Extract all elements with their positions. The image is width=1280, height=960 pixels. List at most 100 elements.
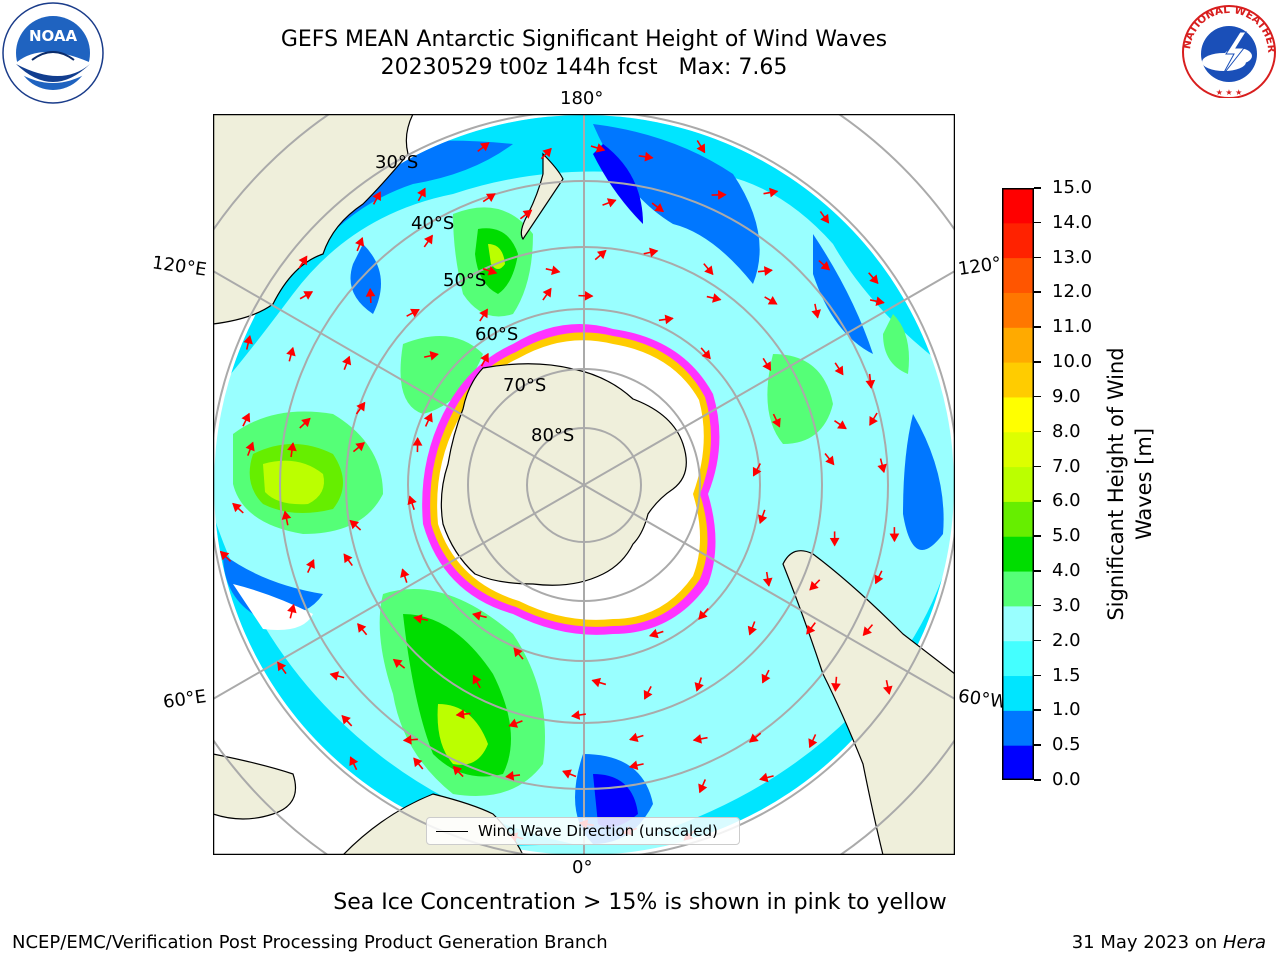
colorbar-band [1002, 675, 1034, 711]
colorbar-band [1002, 292, 1034, 328]
colorbar-band [1002, 396, 1034, 433]
wave-direction-arrowhead [513, 647, 523, 658]
wave-direction-arrowhead [806, 624, 816, 635]
colorbar-tick-mark [1034, 779, 1041, 781]
colorbar-tick-mark [1034, 361, 1041, 363]
colorbar-band [1002, 327, 1034, 363]
colorbar-band [1002, 571, 1034, 607]
wave-direction-arrowhead [480, 352, 489, 363]
footer-org: NCEP/EMC/Verification Post Processing Pr… [12, 932, 608, 953]
colorbar-tick-mark [1034, 187, 1041, 189]
colorbar-band [1002, 536, 1034, 572]
wave-direction-arrowhead [505, 770, 515, 781]
colorbar-tick-label: 8.0 [1052, 420, 1081, 442]
colorbar-band [1002, 362, 1034, 398]
wave-direction-arrowhead [809, 581, 819, 591]
wave-direction-arrowhead [452, 765, 463, 776]
colorbar-tick-label: 6.0 [1052, 490, 1081, 512]
lon-label-120w: 120° [956, 253, 1003, 280]
colorbar-band [1002, 222, 1034, 259]
wave-direction-arrowhead [628, 760, 639, 771]
wave-direction-arrowhead [831, 682, 841, 692]
footer-date-text: 31 May 2023 on [1071, 932, 1223, 953]
colorbar-tick-label: 0.0 [1052, 769, 1081, 790]
wave-direction-arrowhead [551, 265, 561, 275]
wave-direction-arrowhead [692, 734, 702, 744]
wave-direction-arrowhead [392, 658, 403, 668]
wave-direction-arrowhead [875, 296, 885, 306]
wave-direction-arrowhead [281, 510, 292, 520]
wave-direction-arrowhead [487, 266, 498, 276]
colorbar-tick-mark [1034, 709, 1041, 711]
wave-direction-arrowhead [644, 151, 654, 162]
footer-host: Hera [1222, 932, 1266, 953]
colorbar [1002, 188, 1034, 780]
wave-direction-arrowhead [241, 412, 251, 423]
wave-direction-arrowhead [423, 412, 433, 423]
wave-direction-arrowhead [584, 290, 594, 301]
wave-direction-arrowhead [747, 625, 757, 636]
wave-direction-arrowhead [811, 309, 821, 319]
wave-direction-arrowhead [829, 537, 840, 547]
colorbar-band [1002, 605, 1034, 642]
wave-direction-arrowhead [479, 308, 488, 319]
wave-direction-arrowhead [306, 559, 315, 569]
wave-direction-arrowhead [664, 314, 674, 325]
colorbar-tick-mark [1034, 604, 1041, 607]
wave-direction-arrowhead [771, 417, 781, 428]
wave-direction-arrowhead [412, 437, 423, 446]
wave-direction-arrowhead [400, 568, 410, 578]
wave-direction-arrowhead [704, 265, 714, 276]
wave-direction-arrowhead [298, 255, 308, 266]
wave-direction-arrowhead [372, 191, 381, 201]
lon-label-180: 180° [560, 88, 604, 109]
wave-direction-arrowhead [570, 710, 581, 720]
wave-direction-arrowhead [413, 757, 423, 768]
wave-direction-arrowhead [343, 553, 353, 564]
wave-direction-arrowhead [889, 533, 900, 543]
wave-direction-arrowhead [355, 236, 365, 247]
colorbar-band [1002, 745, 1034, 780]
wave-direction-arrowhead [417, 187, 426, 198]
wave-direction-arrowhead [413, 614, 423, 624]
colorbar-tick-mark [1034, 639, 1041, 642]
lat-label-80s: 80°S [531, 425, 574, 446]
wave-direction-arrowhead [349, 519, 360, 530]
colorbar-tick-label: 11.0 [1052, 316, 1093, 338]
colorbar-tick-mark [1034, 465, 1041, 468]
wave-direction-arrowhead [808, 738, 818, 749]
colorbar-tick-label: 4.0 [1052, 560, 1081, 582]
colorbar-tick-label: 0.5 [1052, 734, 1081, 756]
wave-direction-arrowhead [301, 417, 311, 428]
wave-direction-arrowhead [820, 213, 830, 224]
wave-direction-arrowhead [485, 193, 496, 203]
colorbar-tick-label: 7.0 [1052, 455, 1081, 477]
noaa-logo: NOAA [2, 2, 104, 104]
colorbar-tick-label: 2.0 [1052, 629, 1081, 651]
lon-label-60e: 60°E [161, 686, 208, 713]
wave-direction-arrowhead [219, 550, 230, 561]
wave-direction-arrowhead [865, 379, 876, 389]
wave-direction-arrowhead [232, 502, 242, 513]
colorbar-tick-mark [1034, 221, 1041, 224]
wave-direction-arrowhead [698, 610, 708, 620]
wave-direction-arrowhead [759, 772, 769, 783]
wave-direction-arrowhead [654, 203, 665, 213]
wave-direction-arrowhead [407, 495, 417, 506]
wave-direction-arrowhead [365, 287, 376, 297]
colorbar-band [1002, 640, 1034, 677]
colorbar-band [1002, 466, 1034, 502]
colorbar-band [1002, 431, 1034, 468]
wave-direction-arrowhead [869, 416, 878, 426]
graticule [213, 114, 955, 855]
colorbar-tick-mark [1034, 570, 1041, 572]
sea-ice-note: Sea Ice Concentration > 15% is shown in … [333, 890, 947, 915]
wave-direction-arrowhead [712, 293, 722, 303]
wave-direction-arrowhead [862, 626, 872, 636]
wave-direction-arrowhead [749, 733, 759, 743]
wave-direction-arrowhead [752, 466, 762, 477]
colorbar-band [1002, 188, 1034, 224]
wave-direction-arrowhead [479, 142, 490, 152]
wave-direction-arrowhead [329, 671, 340, 681]
noaa-logo-text: NOAA [29, 27, 78, 45]
